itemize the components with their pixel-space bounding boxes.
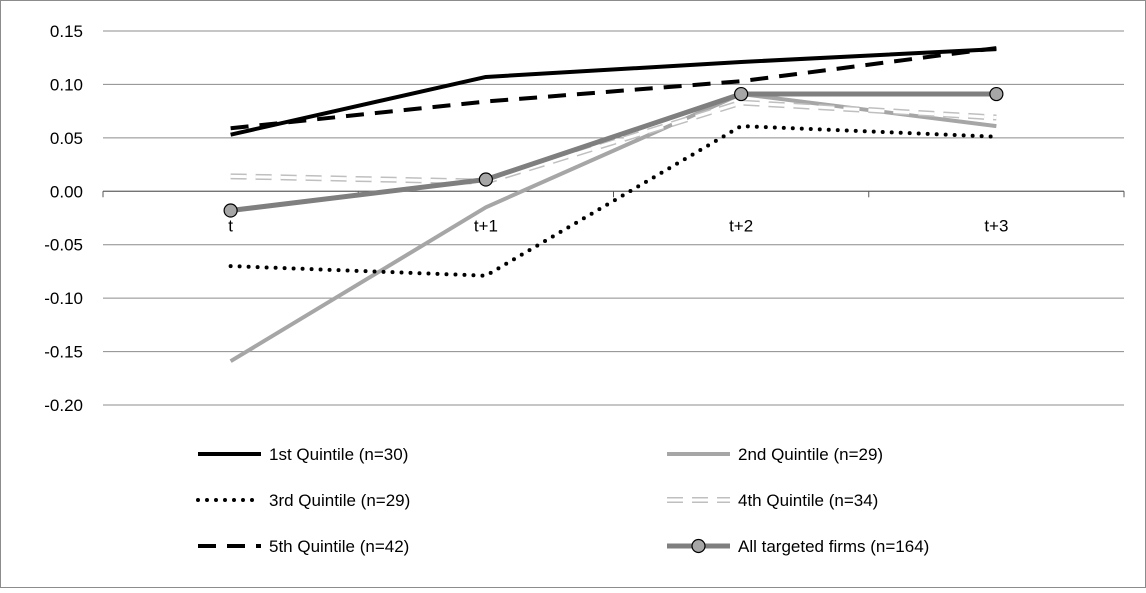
series-3-line xyxy=(228,124,999,278)
series-6-point xyxy=(223,203,238,218)
legend-label: 4th Quintile (n=34) xyxy=(738,491,878,510)
series-6-point xyxy=(734,86,749,102)
y-tick-label: -0.20 xyxy=(44,396,83,415)
y-tick-label: -0.10 xyxy=(44,289,83,308)
x-tick-label: t+1 xyxy=(474,216,498,235)
legend-item: 4th Quintile (n=34) xyxy=(667,491,878,510)
legend-item: 2nd Quintile (n=29) xyxy=(667,445,883,464)
legend-item: 5th Quintile (n=42) xyxy=(198,537,409,556)
legend-label: 1st Quintile (n=30) xyxy=(269,445,408,464)
series-6-line xyxy=(230,91,997,214)
y-tick-label: 0.05 xyxy=(50,129,83,148)
legend-item: 3rd Quintile (n=29) xyxy=(196,491,410,510)
y-tick-label: -0.05 xyxy=(44,236,83,255)
series-3 xyxy=(228,124,999,278)
series-6-point xyxy=(478,172,493,187)
series-4-line-inner xyxy=(230,101,997,184)
series-lines xyxy=(223,46,1004,363)
legend-marker xyxy=(691,538,706,554)
series-1 xyxy=(230,47,997,137)
series-5-line xyxy=(230,46,997,131)
legend-item: 1st Quintile (n=30) xyxy=(198,445,408,464)
series-5 xyxy=(230,46,997,131)
series-6 xyxy=(223,86,1004,218)
y-tick-label: 0.15 xyxy=(50,22,83,41)
legend-label: 5th Quintile (n=42) xyxy=(269,537,409,556)
x-tick-label: t+2 xyxy=(729,216,753,235)
y-tick-label: 0.10 xyxy=(50,75,83,94)
legend-label: All targeted firms (n=164) xyxy=(738,537,929,556)
x-axis: t t+1 t+2 t+3 xyxy=(102,190,1125,235)
x-tick-label: t xyxy=(228,216,233,235)
legend-label: 2nd Quintile (n=29) xyxy=(738,445,883,464)
series-6-point xyxy=(989,86,1004,102)
y-axis-tick-labels: 0.15 0.10 0.05 0.00 -0.05 -0.10 -0.15 -0.20 xyxy=(44,22,83,415)
legend-label: 3rd Quintile (n=29) xyxy=(269,491,410,510)
y-tick-label: -0.15 xyxy=(44,343,83,362)
y-tick-label: 0.00 xyxy=(50,182,83,201)
x-tick-label: t+3 xyxy=(984,216,1008,235)
legend-item: All targeted firms (n=164) xyxy=(667,537,929,556)
series-4 xyxy=(230,99,997,185)
legend: 1st Quintile (n=30) 2nd Quintile (n=29) 3r… xyxy=(196,445,929,556)
series-1-line xyxy=(230,47,997,137)
